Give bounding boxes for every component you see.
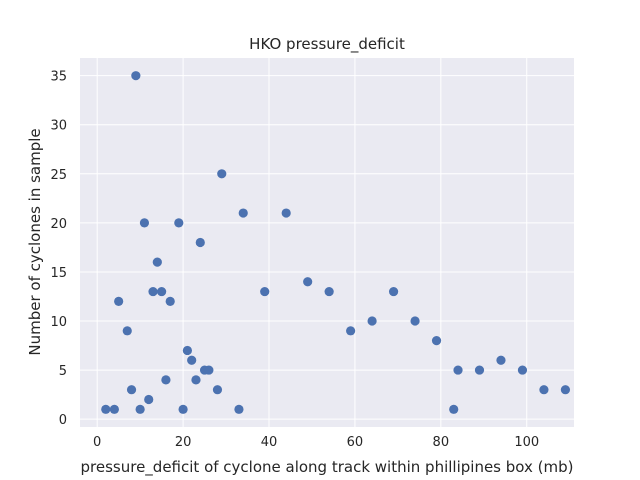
data-point xyxy=(449,404,459,414)
x-axis-label: pressure_deficit of cyclone along track … xyxy=(81,458,574,477)
data-point xyxy=(126,385,137,395)
x-tick-label: 60 xyxy=(347,435,364,450)
data-point xyxy=(496,355,506,365)
y-tick-label: 35 xyxy=(50,70,67,85)
data-point xyxy=(234,404,244,414)
y-axis-label: Number of cyclones in sample xyxy=(26,128,44,355)
x-tick-label: 20 xyxy=(175,435,192,450)
x-tick-label: 0 xyxy=(93,435,101,450)
data-point xyxy=(144,394,154,405)
data-point xyxy=(191,375,201,385)
data-point xyxy=(281,208,291,218)
x-tick-labels: 0 20 40 60 80 100 xyxy=(93,435,539,450)
y-tick-label: 15 xyxy=(50,266,67,281)
y-tick-label: 10 xyxy=(50,315,67,330)
x-tick-label: 100 xyxy=(514,435,539,450)
data-point xyxy=(187,355,197,365)
data-point xyxy=(539,385,549,395)
data-point xyxy=(453,365,463,375)
data-point xyxy=(388,286,399,297)
data-point xyxy=(367,316,377,326)
data-point xyxy=(217,169,227,179)
data-point xyxy=(303,277,313,287)
data-point xyxy=(474,365,485,375)
data-point xyxy=(135,404,145,414)
data-point xyxy=(157,286,167,297)
x-tick-label: 80 xyxy=(433,435,450,450)
chart-title: HKO pressure_deficit xyxy=(249,35,405,54)
data-point xyxy=(109,404,119,414)
data-point xyxy=(260,286,270,297)
data-points xyxy=(101,71,571,414)
data-point xyxy=(410,316,420,326)
data-point xyxy=(560,385,571,395)
x-tick-label: 40 xyxy=(261,435,278,450)
data-point xyxy=(152,257,162,267)
plot-area xyxy=(80,58,574,427)
data-point xyxy=(131,71,141,81)
y-tick-label: 0 xyxy=(59,413,67,428)
y-tick-label: 25 xyxy=(50,168,67,183)
data-point xyxy=(148,286,158,297)
data-point xyxy=(324,286,334,297)
data-point xyxy=(238,208,248,218)
data-point xyxy=(431,336,442,346)
data-point xyxy=(212,385,223,395)
data-point xyxy=(195,237,205,248)
data-point xyxy=(174,218,184,228)
y-tick-labels: 0 5 10 15 20 25 30 35 xyxy=(50,70,67,428)
y-tick-label: 5 xyxy=(59,364,67,379)
data-point xyxy=(517,365,528,375)
data-point xyxy=(122,326,132,336)
y-tick-label: 30 xyxy=(50,119,67,134)
data-point xyxy=(178,404,188,414)
data-point xyxy=(101,404,111,414)
y-tick-label: 20 xyxy=(50,217,67,232)
data-point xyxy=(139,218,150,228)
data-point xyxy=(114,296,124,306)
data-point xyxy=(165,296,175,306)
data-point xyxy=(161,375,171,385)
grid-lines xyxy=(80,58,574,427)
data-point xyxy=(346,326,356,336)
data-point xyxy=(182,345,192,356)
data-point xyxy=(204,365,214,375)
